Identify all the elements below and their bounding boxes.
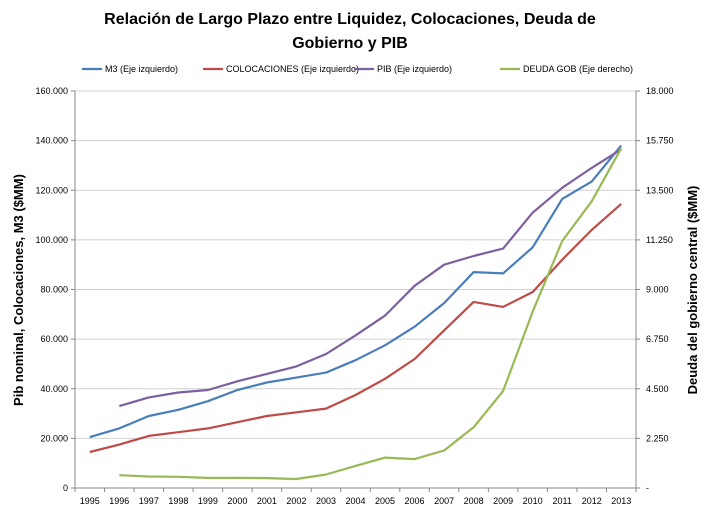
series-line xyxy=(89,144,623,439)
x-tick-label: 2011 xyxy=(553,496,572,506)
right-tick-label: - xyxy=(646,483,649,493)
x-tick-label: 2001 xyxy=(257,496,277,506)
left-tick-label: 20.000 xyxy=(40,433,68,443)
left-tick-label: 100.000 xyxy=(35,235,68,245)
x-tick-label: 2004 xyxy=(345,496,365,506)
left-tick-label: 120.000 xyxy=(35,185,68,195)
left-tick-label: 40.000 xyxy=(40,384,68,394)
right-tick-label: 4.500 xyxy=(646,384,669,394)
left-tick-label: 140.000 xyxy=(35,136,68,146)
series-line xyxy=(118,148,622,408)
x-tick-label: 2007 xyxy=(434,496,454,506)
legend: M3 (Eje izquierdo) COLOCACIONES (Eje izqu… xyxy=(82,64,633,74)
x-axis-ticks: 1995 1996 1997 1998 1999 2000 2001 2002 2003 2004… xyxy=(74,488,637,506)
legend-entry: COLOCACIONES (Eje izquierdo) xyxy=(226,64,359,74)
left-tick-label: 0 xyxy=(63,483,68,493)
legend-entry: PIB (Eje izquierdo) xyxy=(377,64,452,74)
x-tick-label: 1995 xyxy=(80,496,100,506)
x-tick-label: 2005 xyxy=(375,496,395,506)
right-axis-ticks: - 2.250 4.500 6.750 9.000 11.250 13.500 15.750 1… xyxy=(636,86,674,493)
x-tick-label: 2003 xyxy=(316,496,336,506)
series-line xyxy=(89,203,622,454)
right-axis-title: Deuda del gobierno central ($MM) xyxy=(685,186,700,395)
right-tick-label: 2.250 xyxy=(646,433,669,443)
left-tick-label: 160.000 xyxy=(35,86,68,96)
left-tick-label: 60.000 xyxy=(40,334,68,344)
x-tick-label: 1997 xyxy=(139,496,159,506)
x-tick-label: 2008 xyxy=(464,496,484,506)
left-tick-label: 80.000 xyxy=(40,285,68,295)
x-tick-label: 2002 xyxy=(286,496,306,506)
chart-title-line-2: Gobierno y PIB xyxy=(292,35,408,52)
x-tick-label: 2010 xyxy=(523,496,543,506)
x-tick-label: 2000 xyxy=(227,496,247,506)
series-lines xyxy=(89,144,623,481)
series-line xyxy=(119,147,623,481)
right-tick-label: 13.500 xyxy=(646,185,674,195)
x-tick-label: 2012 xyxy=(582,496,602,506)
legend-entry: M3 (Eje izquierdo) xyxy=(105,64,178,74)
x-tick-label: 2006 xyxy=(405,496,425,506)
right-tick-label: 15.750 xyxy=(646,136,674,146)
left-axis-title: Pib nominal, Colocaciones, M3 ($MM) xyxy=(11,174,26,406)
x-tick-label: 2009 xyxy=(493,496,513,506)
x-tick-label: 2013 xyxy=(611,496,631,506)
chart-title-line-1: Relación de Largo Plazo entre Liquidez, … xyxy=(104,11,596,28)
gridlines xyxy=(75,90,636,439)
right-tick-label: 11.250 xyxy=(646,235,673,245)
right-tick-label: 18.000 xyxy=(646,86,674,96)
right-tick-label: 6.750 xyxy=(646,334,669,344)
x-tick-label: 1999 xyxy=(198,496,218,506)
x-tick-label: 1996 xyxy=(109,496,129,506)
x-tick-label: 1998 xyxy=(168,496,188,506)
left-axis-ticks: 0 20.000 40.000 60.000 80.000 100.000 120.000 1… xyxy=(35,86,75,493)
right-tick-label: 9.000 xyxy=(646,285,669,295)
legend-entry: DEUDA GOB (Eje derecho) xyxy=(523,64,633,74)
